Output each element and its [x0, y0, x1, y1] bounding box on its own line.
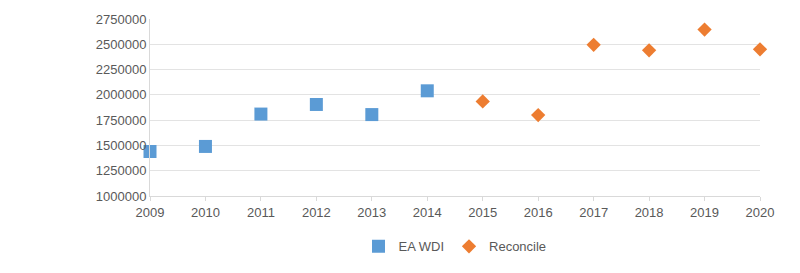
svg-text:2016: 2016	[524, 205, 553, 220]
svg-text:2012: 2012	[302, 205, 331, 220]
svg-text:2500000: 2500000	[96, 37, 147, 52]
svg-text:2017: 2017	[579, 205, 608, 220]
svg-text:2250000: 2250000	[96, 62, 147, 77]
svg-text:1500000: 1500000	[96, 138, 147, 153]
svg-text:2020: 2020	[746, 205, 775, 220]
svg-text:2011: 2011	[247, 205, 275, 220]
svg-text:2014: 2014	[413, 205, 442, 220]
svg-text:2015: 2015	[468, 205, 497, 220]
svg-text:2009: 2009	[136, 205, 165, 220]
svg-text:2000000: 2000000	[96, 87, 147, 102]
svg-text:EA WDI: EA WDI	[399, 239, 445, 254]
svg-text:1250000: 1250000	[96, 163, 147, 178]
svg-text:2019: 2019	[690, 205, 719, 220]
svg-text:Reconcile: Reconcile	[489, 239, 546, 254]
svg-text:2010: 2010	[191, 205, 220, 220]
svg-text:2018: 2018	[635, 205, 664, 220]
svg-text:2013: 2013	[357, 205, 386, 220]
svg-text:2750000: 2750000	[96, 12, 147, 27]
svg-text:1000000: 1000000	[96, 189, 147, 204]
svg-text:1750000: 1750000	[96, 113, 147, 128]
